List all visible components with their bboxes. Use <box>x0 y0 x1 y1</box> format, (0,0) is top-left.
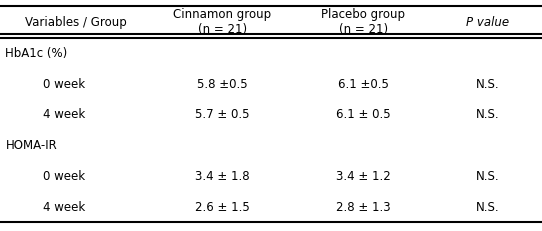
Text: N.S.: N.S. <box>476 108 500 121</box>
Text: 6.1 ±0.5: 6.1 ±0.5 <box>338 77 389 90</box>
Text: 3.4 ± 1.8: 3.4 ± 1.8 <box>195 169 249 182</box>
Text: HOMA-IR: HOMA-IR <box>5 139 57 152</box>
Text: Variables / Group: Variables / Group <box>25 16 127 29</box>
Text: 0 week: 0 week <box>43 169 86 182</box>
Text: N.S.: N.S. <box>476 200 500 213</box>
Text: N.S.: N.S. <box>476 77 500 90</box>
Text: 3.4 ± 1.2: 3.4 ± 1.2 <box>335 169 391 182</box>
Text: 5.8 ±0.5: 5.8 ±0.5 <box>197 77 248 90</box>
Text: 4 week: 4 week <box>43 108 86 121</box>
Text: 2.8 ± 1.3: 2.8 ± 1.3 <box>336 200 390 213</box>
Text: 5.7 ± 0.5: 5.7 ± 0.5 <box>195 108 249 121</box>
Text: 4 week: 4 week <box>43 200 86 213</box>
Text: P value: P value <box>466 16 509 29</box>
Text: Cinnamon group
(n = 21): Cinnamon group (n = 21) <box>173 8 272 36</box>
Text: 6.1 ± 0.5: 6.1 ± 0.5 <box>336 108 390 121</box>
Text: Placebo group
(n = 21): Placebo group (n = 21) <box>321 8 405 36</box>
Text: 2.6 ± 1.5: 2.6 ± 1.5 <box>195 200 250 213</box>
Text: HbA1c (%): HbA1c (%) <box>5 46 68 59</box>
Text: N.S.: N.S. <box>476 169 500 182</box>
Text: 0 week: 0 week <box>43 77 86 90</box>
